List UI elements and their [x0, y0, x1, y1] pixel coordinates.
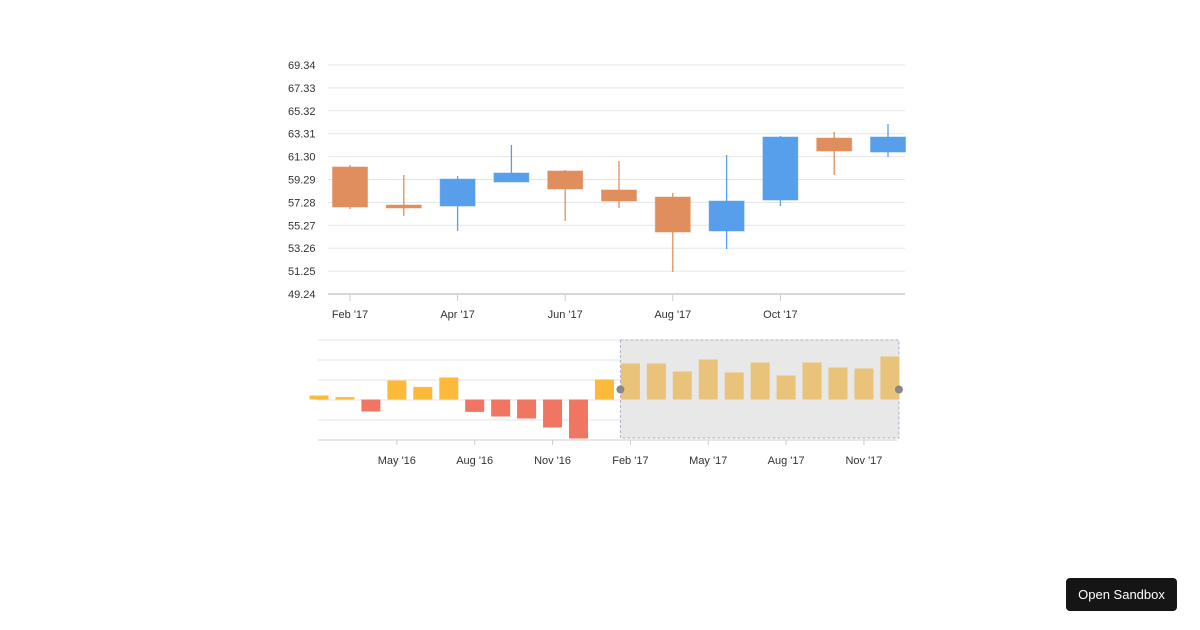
- navigator-bar: [309, 395, 329, 400]
- candle-body[interactable]: [547, 170, 584, 190]
- navigator-bar: [698, 359, 718, 400]
- navigator-bar: [750, 362, 770, 400]
- navigator-right-handle[interactable]: [894, 385, 903, 394]
- candle-body[interactable]: [816, 137, 853, 152]
- navigator-bar: [361, 399, 381, 412]
- candle-body[interactable]: [870, 136, 906, 153]
- navigator-bar: [854, 368, 874, 400]
- navigator-bar: [646, 363, 666, 400]
- navigator-x-tick-label: Nov '17: [845, 455, 882, 467]
- navigator-bar: [465, 399, 485, 412]
- navigator-x-tick-label: Feb '17: [612, 455, 648, 467]
- candle[interactable]: [816, 131, 853, 175]
- navigator-bar: [828, 367, 848, 400]
- candle[interactable]: [601, 161, 637, 208]
- navigator-chart[interactable]: May '16 Aug '16 Nov '16 Feb '17 May '17 Aug '…: [309, 339, 903, 467]
- navigator-bar: [543, 399, 563, 428]
- y-tick-label: 61.30: [288, 152, 316, 164]
- y-tick-label: 49.24: [288, 289, 316, 301]
- navigator-left-handle[interactable]: [616, 385, 625, 394]
- y-tick-label: 53.26: [288, 243, 316, 255]
- y-tick-label: 55.27: [288, 220, 316, 232]
- navigator-bar: [491, 399, 511, 417]
- navigator-bar: [776, 375, 796, 400]
- navigator-bar: [802, 362, 822, 400]
- y-tick-label: 57.28: [288, 197, 316, 209]
- candlestick-chart: 69.34 67.33 65.32 63.31 61.30 59.29 57.28 55.27…: [288, 60, 906, 321]
- candle-body[interactable]: [439, 178, 476, 207]
- y-tick-label: 63.31: [288, 129, 316, 141]
- candle[interactable]: [547, 170, 584, 221]
- x-tick-label: Jun '17: [548, 309, 583, 321]
- y-tick-label: 51.25: [288, 266, 316, 278]
- candle-body[interactable]: [654, 196, 691, 233]
- navigator-bar: [880, 356, 900, 400]
- candle[interactable]: [708, 155, 745, 249]
- candle-body[interactable]: [708, 200, 745, 232]
- candle[interactable]: [439, 175, 476, 231]
- navigator-bar: [335, 397, 355, 400]
- x-tick-label: Apr '17: [440, 309, 475, 321]
- x-tick-label: Feb '17: [332, 309, 368, 321]
- x-tick-label: Oct '17: [763, 309, 798, 321]
- navigator-bar: [569, 399, 588, 439]
- navigator-x-tick-label: May '17: [689, 455, 727, 467]
- candle[interactable]: [332, 165, 368, 210]
- navigator-bar: [672, 371, 692, 400]
- navigator-bar: [594, 379, 614, 400]
- candle[interactable]: [870, 124, 906, 158]
- navigator-bar: [387, 380, 407, 400]
- candle[interactable]: [762, 135, 799, 207]
- candle-body[interactable]: [762, 136, 799, 201]
- candle-body[interactable]: [385, 204, 422, 209]
- y-tick-label: 67.33: [288, 83, 316, 95]
- navigator-x-tick-label: Nov '16: [534, 455, 571, 467]
- navigator-x-tick-label: Aug '16: [456, 455, 493, 467]
- candle-body[interactable]: [601, 189, 637, 202]
- open-sandbox-button[interactable]: Open Sandbox: [1066, 578, 1177, 611]
- navigator-bar: [724, 372, 744, 400]
- candle[interactable]: [493, 144, 530, 183]
- navigator-bar: [439, 377, 459, 400]
- navigator-bar: [517, 399, 537, 419]
- navigator-bar: [413, 386, 433, 400]
- candle-body[interactable]: [332, 166, 368, 208]
- y-tick-label: 69.34: [288, 60, 316, 72]
- navigator-x-tick-label: May '16: [378, 455, 416, 467]
- candle[interactable]: [385, 174, 422, 216]
- x-tick-label: Aug '17: [654, 309, 691, 321]
- candle-body[interactable]: [493, 172, 530, 183]
- y-tick-label: 65.32: [288, 106, 316, 118]
- y-tick-label: 59.29: [288, 175, 316, 187]
- navigator-bar: [620, 363, 640, 400]
- navigator-x-tick-label: Aug '17: [768, 455, 805, 467]
- candle[interactable]: [654, 192, 691, 273]
